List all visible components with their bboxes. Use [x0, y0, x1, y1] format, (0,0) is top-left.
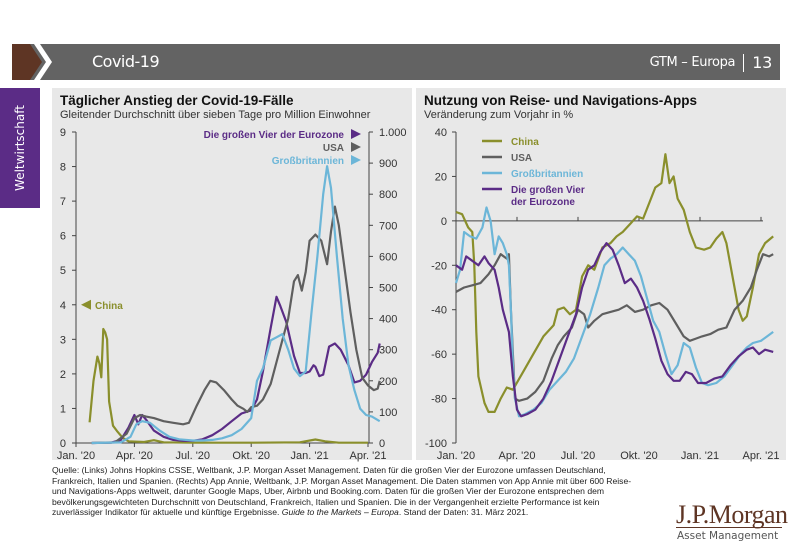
divider [743, 53, 745, 72]
footnote-text: Quelle: (Links) Johns Hopkins CSSE, Welt… [52, 465, 632, 518]
page-number: 13 [752, 53, 772, 72]
footnote-italic: Guide to the Markets – Europa [281, 507, 399, 518]
header-meta: GTM – Europa 13 [649, 53, 773, 72]
header-chevron-icon [30, 44, 54, 80]
jpmorgan-logo: J.P.Morgan [676, 500, 788, 529]
section-label: GTM – Europa [649, 55, 736, 70]
chart-subtitle: Veränderung zum Vorjahr in % [424, 109, 574, 121]
logo-rule [676, 527, 782, 528]
chart-panel-covid-cases: Täglicher Anstieg der Covid-19-Fälle Gle… [52, 88, 412, 460]
header-bar [42, 44, 780, 80]
side-tab-weltwirtschaft: Weltwirtschaft [0, 88, 40, 208]
chart-panel-app-usage: Nutzung von Reise- und Navigations-Apps … [416, 88, 786, 460]
page-title: Covid-19 [92, 52, 160, 71]
logo-subtitle: Asset Management [677, 530, 779, 542]
footnote-date: . Stand der Daten: 31. März 2021. [398, 507, 529, 518]
chart-title: Täglicher Anstieg der Covid-19-Fälle [60, 93, 294, 108]
side-tab-label: Weltwirtschaft [13, 105, 27, 191]
source-footnote: Quelle: (Links) Johns Hopkins CSSE, Welt… [52, 465, 632, 518]
chart-title: Nutzung von Reise- und Navigations-Apps [424, 93, 698, 108]
chart-subtitle: Gleitender Durchschnitt über sieben Tage… [60, 109, 371, 121]
